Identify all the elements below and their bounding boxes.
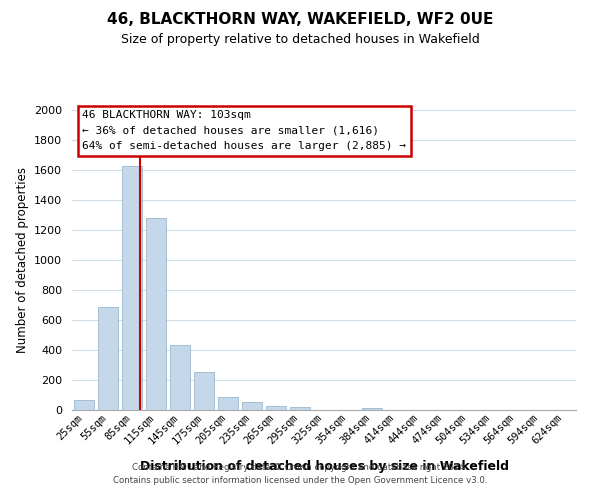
X-axis label: Distribution of detached houses by size in Wakefield: Distribution of detached houses by size … <box>139 460 509 473</box>
Bar <box>98 306 118 410</box>
Bar <box>218 396 238 410</box>
Bar <box>290 407 310 410</box>
Text: 46, BLACKTHORN WAY, WAKEFIELD, WF2 0UE: 46, BLACKTHORN WAY, WAKEFIELD, WF2 0UE <box>107 12 493 28</box>
Bar <box>170 345 190 410</box>
Text: Contains HM Land Registry data © Crown copyright and database right 2024.
Contai: Contains HM Land Registry data © Crown c… <box>113 463 487 485</box>
Bar <box>266 406 286 410</box>
Bar <box>122 166 142 410</box>
Bar <box>242 402 262 410</box>
Bar <box>146 218 166 410</box>
Text: Size of property relative to detached houses in Wakefield: Size of property relative to detached ho… <box>121 32 479 46</box>
Bar <box>194 372 214 410</box>
Y-axis label: Number of detached properties: Number of detached properties <box>16 167 29 353</box>
Text: 46 BLACKTHORN WAY: 103sqm
← 36% of detached houses are smaller (1,616)
64% of se: 46 BLACKTHORN WAY: 103sqm ← 36% of detac… <box>82 110 406 151</box>
Bar <box>362 408 382 410</box>
Bar <box>74 400 94 410</box>
